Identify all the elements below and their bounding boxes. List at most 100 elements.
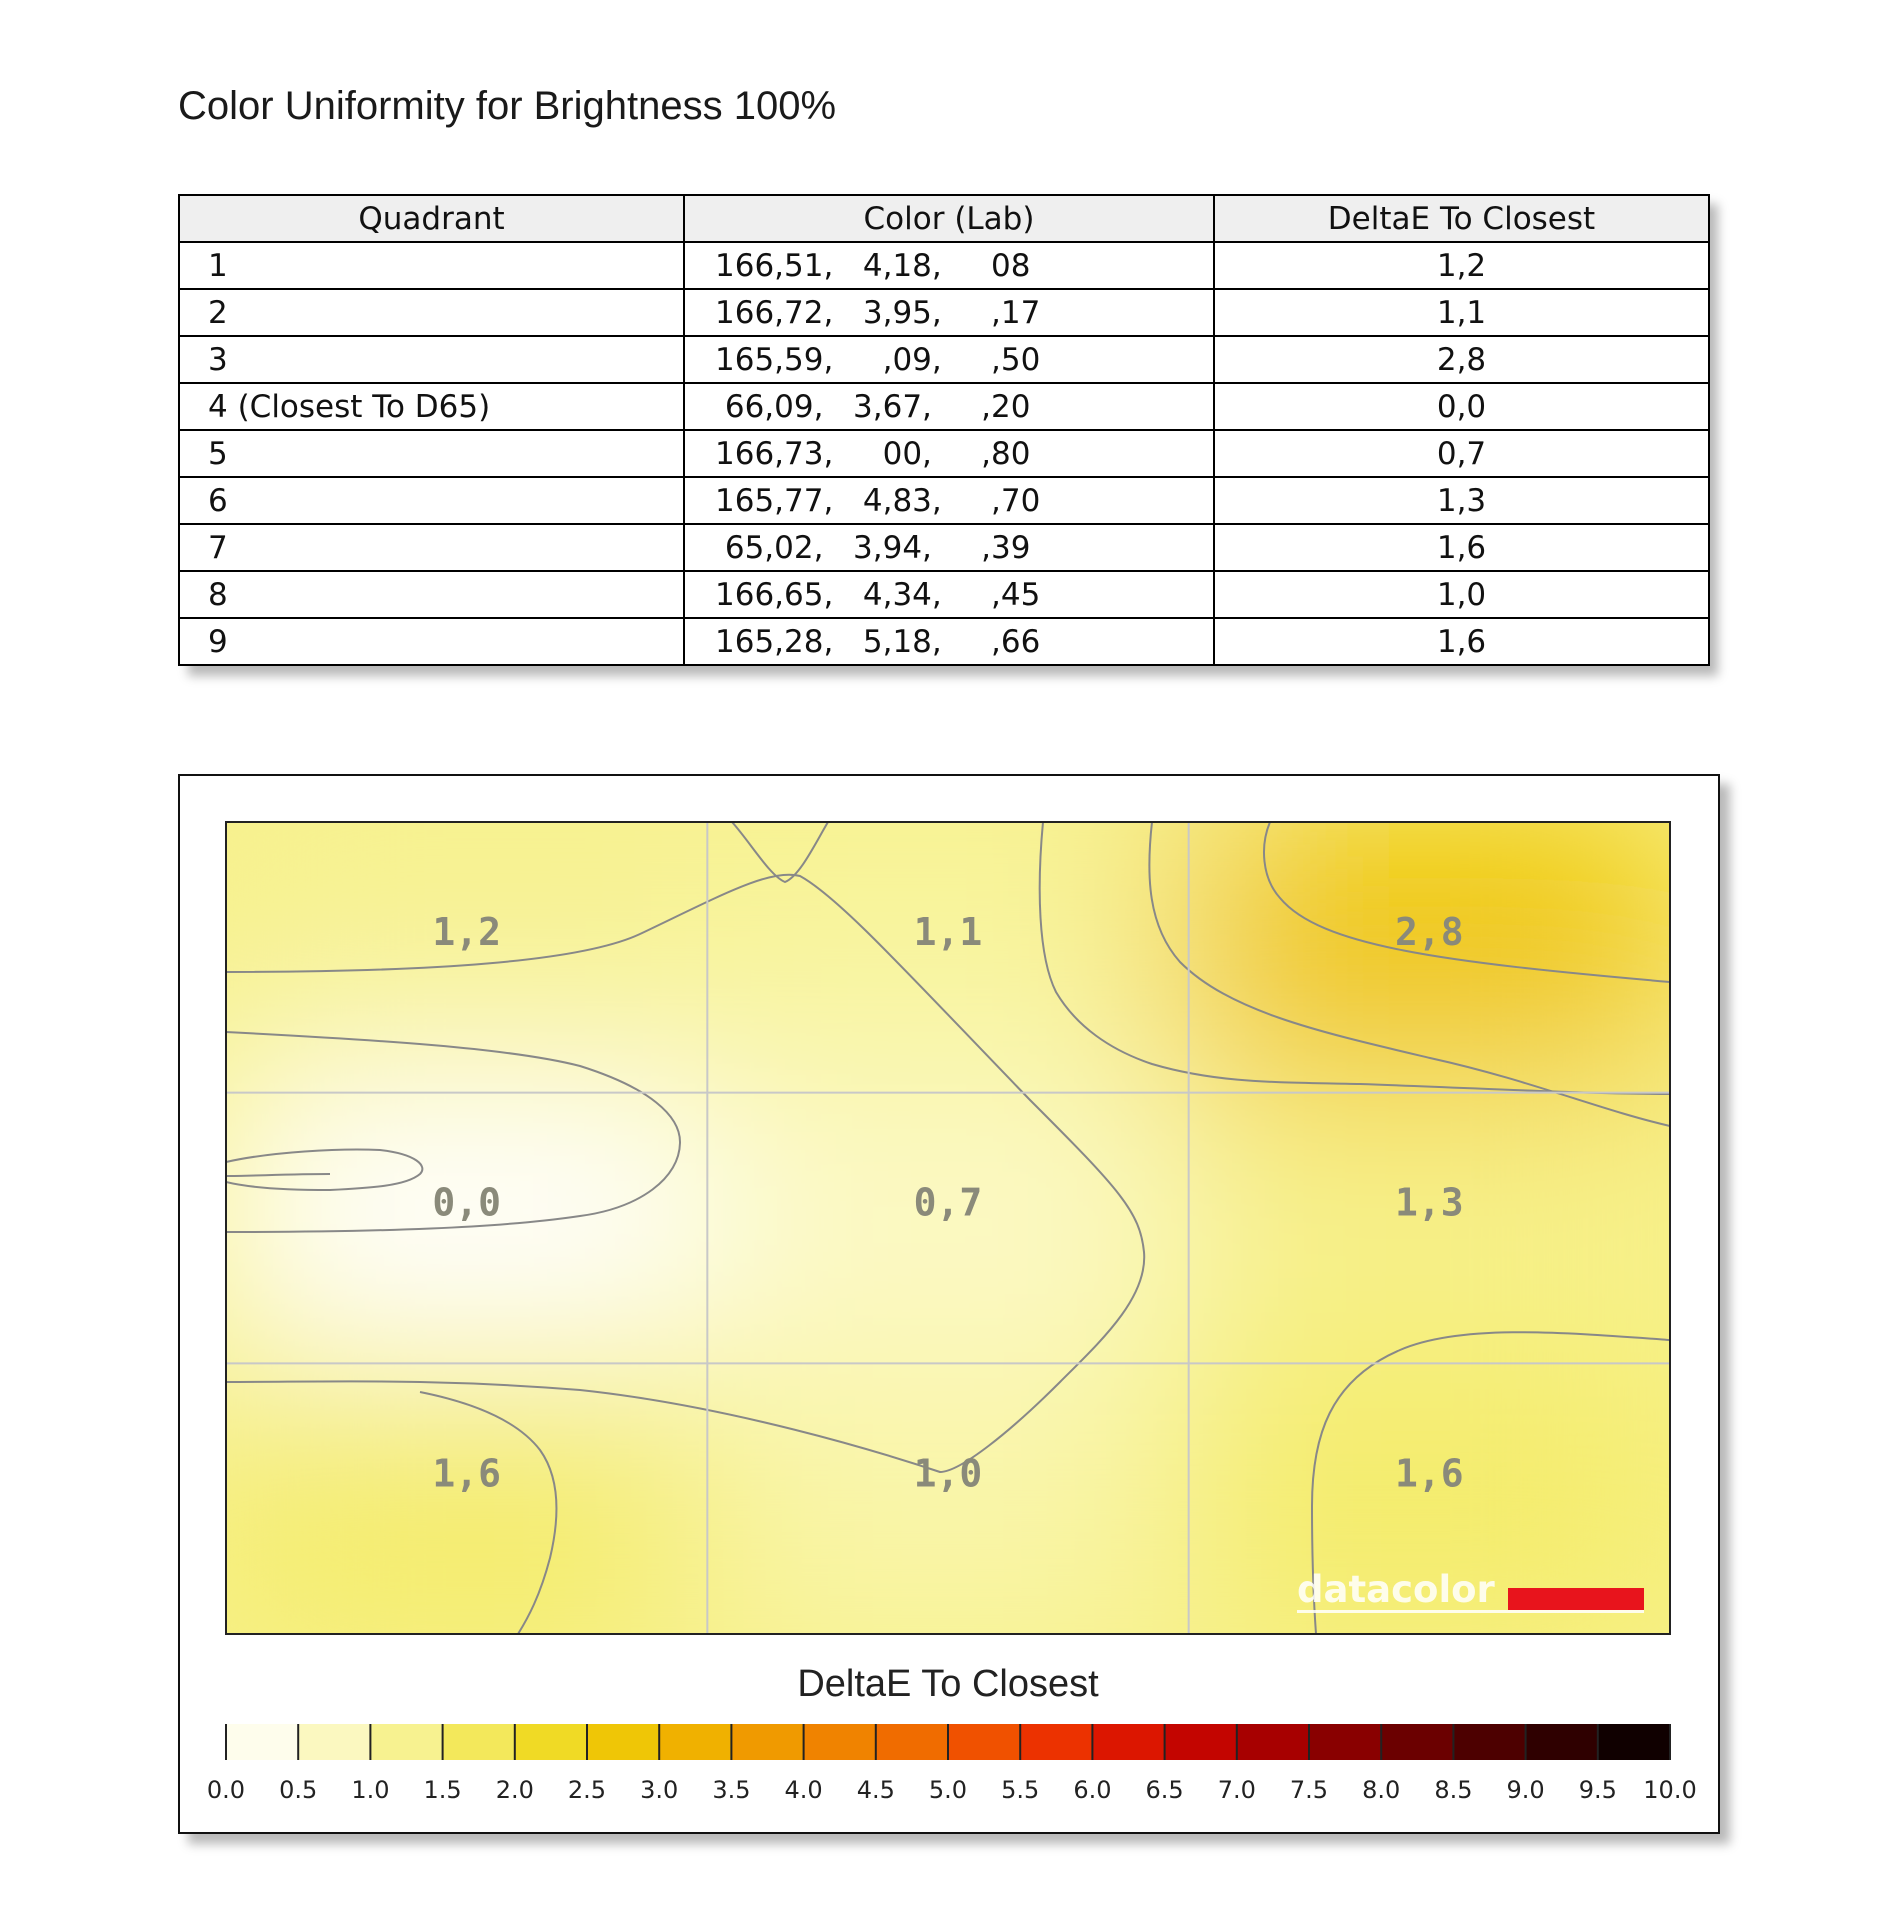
- heatmap-cell: [226, 1082, 718, 1374]
- colorbar-swatch: [1309, 1724, 1382, 1760]
- cell-quadrant: 1: [178, 241, 685, 290]
- cell-quadrant: 9: [178, 617, 685, 666]
- colorbar-tick-label: 6.5: [1146, 1776, 1184, 1804]
- colorbar-tick-label: 1.0: [351, 1776, 389, 1804]
- colorbar-tick-labels: 0.0 0.5 1.0 1.5 2.0 2.5 3.0 3.5 4.0 4.5 5.0 5.5 6.0 6…: [207, 1776, 1697, 1804]
- colorbar-tick-label: 8.0: [1362, 1776, 1400, 1804]
- colorbar-tick-label: 3.5: [712, 1776, 750, 1804]
- colorbar-ticks: [225, 1724, 1671, 1760]
- colorbar-tick-label: 4.5: [857, 1776, 895, 1804]
- table-row: 4 (Closest To D65) 66,09, 3,67, ,20 0,0: [178, 382, 1710, 431]
- cell-deltae: 0,0: [1213, 382, 1710, 431]
- table-row: 2 166,72, 3,95, ,17 1,1: [178, 288, 1710, 337]
- colorbar-tick-label: 6.0: [1073, 1776, 1111, 1804]
- contour-line: [1038, 822, 1670, 1095]
- colorbar-swatch: [1164, 1724, 1238, 1760]
- cell-quadrant: 2: [178, 288, 685, 337]
- colorbar-tick-label: 0.0: [207, 1776, 245, 1804]
- colorbar-swatch: [659, 1724, 732, 1760]
- colorbar-swatch: [1020, 1724, 1093, 1760]
- cell-value-label: 2,8: [1395, 910, 1464, 954]
- colorbar-swatch: [587, 1724, 660, 1760]
- datacolor-logo: datacolor: [1297, 1568, 1644, 1613]
- heatmap-cell: [697, 1082, 1199, 1374]
- heatmap-cell: [226, 822, 718, 1103]
- colorbar-tick-label: 5.5: [1001, 1776, 1039, 1804]
- colorbar-tick-label: 4.0: [785, 1776, 823, 1804]
- plot-area: 1,2 1,1 2,8 0,0 0,7 1,3 1,6 1,0 1,6 datacolor: [225, 821, 1671, 1635]
- uniformity-heatmap: 1,2 1,1 2,8 0,0 0,7 1,3 1,6 1,0 1,6 datacolor De…: [207, 821, 1697, 1804]
- colorbar-title: DeltaE To Closest: [797, 1663, 1099, 1705]
- colorbar-swatch: [803, 1724, 877, 1760]
- uniformity-chart-panel: 1,2 1,1 2,8 0,0 0,7 1,3 1,6 1,0 1,6 datacolor De…: [178, 774, 1720, 1834]
- colorbar-tick-label: 5.0: [929, 1776, 967, 1804]
- colorbar-swatch: [298, 1724, 371, 1760]
- colorbar-swatch: [1453, 1724, 1527, 1760]
- cell-lab: 166,51, 4,18, 08: [683, 241, 1215, 290]
- cell-quadrant: 4 (Closest To D65): [178, 382, 685, 431]
- contour-line: [226, 1148, 424, 1192]
- colorbar-swatch: [442, 1724, 516, 1760]
- cell-quadrant: 6: [178, 476, 685, 525]
- colorbar-swatch: [1381, 1724, 1454, 1760]
- contour-line: [226, 1173, 331, 1177]
- contour-line: [1263, 822, 1670, 983]
- table-row: 5 166,73, 00, ,80 0,7: [178, 429, 1710, 478]
- cell-deltae: 1,2: [1213, 241, 1710, 290]
- colorbar-swatch: [731, 1724, 805, 1760]
- plot-border: [225, 821, 1671, 1635]
- cell-deltae: 1,0: [1213, 570, 1710, 619]
- colorbar-tick-label: 7.0: [1218, 1776, 1256, 1804]
- cell-lab: 166,65, 4,34, ,45: [683, 570, 1215, 619]
- cell-deltae: 0,7: [1213, 429, 1710, 478]
- cell-lab: 66,09, 3,67, ,20: [683, 382, 1215, 431]
- colorbar-tick-label: 10.0: [1643, 1776, 1696, 1804]
- cell-value-label: 1,6: [432, 1451, 501, 1495]
- cell-quadrant: 5: [178, 429, 685, 478]
- cell-deltae: 1,6: [1213, 617, 1710, 666]
- cell-lab: 166,72, 3,95, ,17: [683, 288, 1215, 337]
- cell-lab: 165,59, ,09, ,50: [683, 335, 1215, 384]
- colorbar-swatch: [1597, 1724, 1671, 1760]
- cell-lab: 65,02, 3,94, ,39: [683, 523, 1215, 572]
- contour-line: [731, 822, 829, 884]
- colorbar-tick-label: 2.5: [568, 1776, 606, 1804]
- cell-lab: 165,28, 5,18, ,66: [683, 617, 1215, 666]
- cell-value-label: 1,6: [1395, 1451, 1464, 1495]
- cell-lab: 166,73, 00, ,80: [683, 429, 1215, 478]
- cell-value-label: 1,1: [914, 910, 983, 954]
- table-row: 1 166,51, 4,18, 08 1,2: [178, 241, 1710, 290]
- colorbar-tick-label: 7.5: [1290, 1776, 1328, 1804]
- heatmap-cell: [1178, 1353, 1670, 1634]
- colorbar-tick-label: 9.5: [1579, 1776, 1617, 1804]
- colorbar-tick-label: 1.5: [424, 1776, 462, 1804]
- cell-deltae: 2,8: [1213, 335, 1710, 384]
- color-field: [226, 822, 1670, 1634]
- table-row: 3 165,59, ,09, ,50 2,8: [178, 335, 1710, 384]
- page-title: Color Uniformity for Brightness 100%: [178, 84, 837, 128]
- cell-value-label: 0,7: [914, 1181, 983, 1225]
- datacolor-logo-text: datacolor: [1297, 1568, 1496, 1611]
- heatmap-cell: [697, 1353, 1199, 1634]
- cell-labels: 1,2 1,1 2,8 0,0 0,7 1,3 1,6 1,0 1,6: [432, 910, 1463, 1495]
- uniformity-table: Quadrant Color (Lab) DeltaE To Closest 1…: [178, 194, 1710, 666]
- contour-line: [419, 1391, 558, 1634]
- cell-value-label: 1,2: [432, 910, 501, 954]
- table-row: 9 165,28, 5,18, ,66 1,6: [178, 617, 1710, 666]
- cell-deltae: 1,3: [1213, 476, 1710, 525]
- cell-deltae: 1,1: [1213, 288, 1710, 337]
- contour-line: [1148, 822, 1670, 1127]
- table-row: 7 65,02, 3,94, ,39 1,6: [178, 523, 1710, 572]
- colorbar-tick-label: 9.0: [1507, 1776, 1545, 1804]
- colorbar-swatch: [370, 1724, 444, 1760]
- table-row: 8 166,65, 4,34, ,45 1,0: [178, 570, 1710, 619]
- header-deltae: DeltaE To Closest: [1213, 194, 1710, 243]
- datacolor-logo-underline: [1297, 1610, 1644, 1613]
- table-row: 6 165,77, 4,83, ,70 1,3: [178, 476, 1710, 525]
- colorbar-swatch: [948, 1724, 1021, 1760]
- colorbar-swatches: [226, 1724, 1671, 1760]
- colorbar: DeltaE To Closest 0.0 0.5 1.0 1.5 2.0 2.5 3.0 3…: [207, 1663, 1697, 1804]
- datacolor-logo-bar: [1508, 1588, 1644, 1610]
- cell-quadrant: 8: [178, 570, 685, 619]
- contour-line: [226, 1031, 682, 1233]
